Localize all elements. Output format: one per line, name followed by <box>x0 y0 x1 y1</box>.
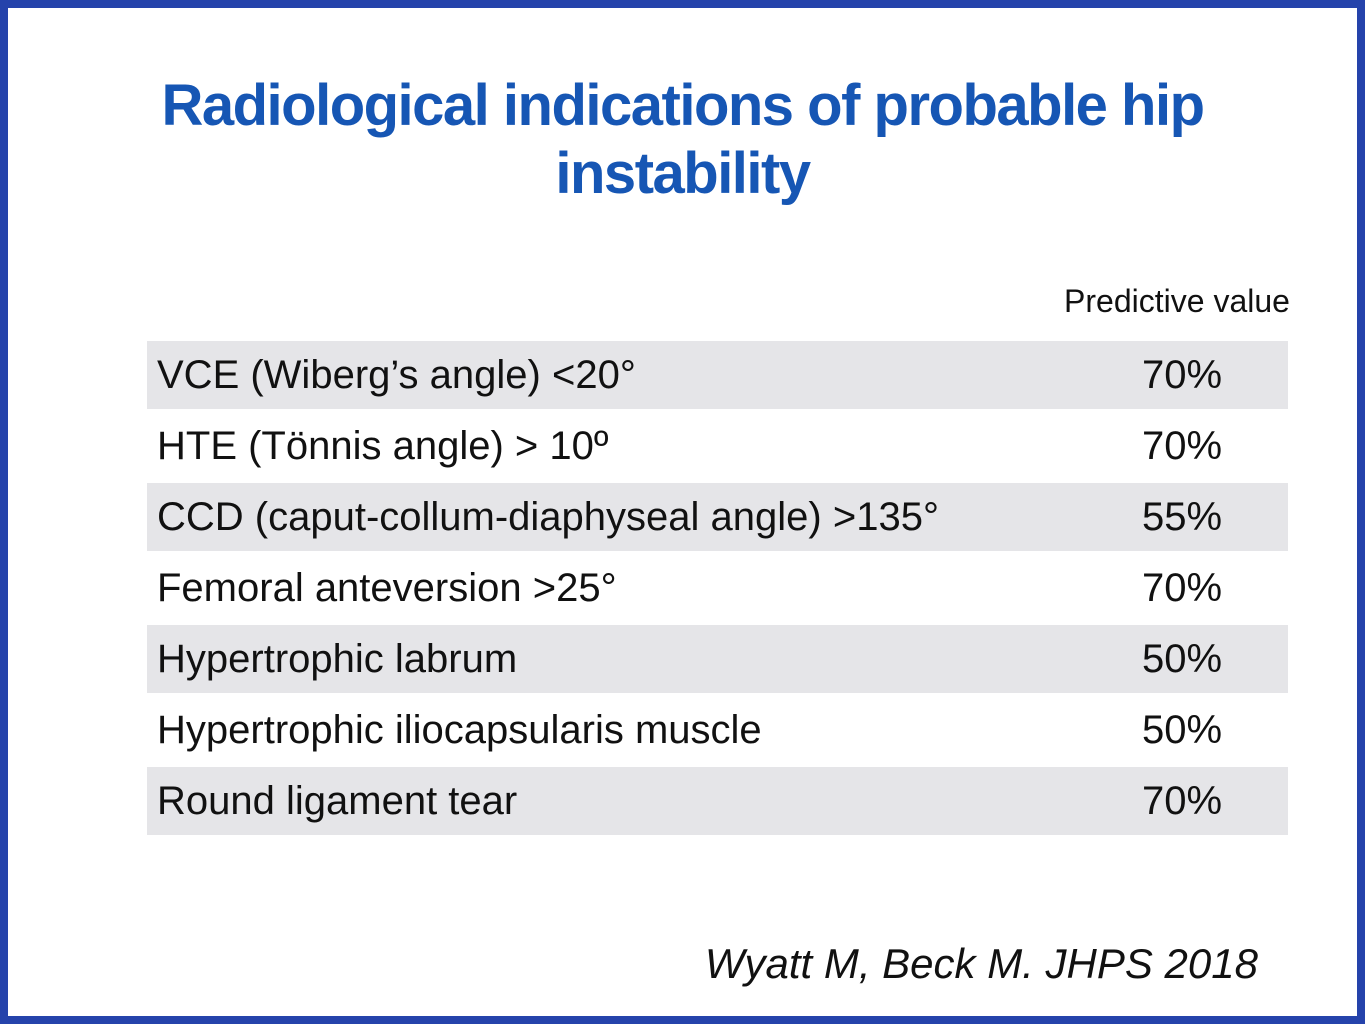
row-label: Round ligament tear <box>157 779 518 823</box>
row-value: 70% <box>1142 779 1223 823</box>
row-value: 50% <box>1142 637 1223 681</box>
slide-title-line-1: Radiological indications of probable hip <box>161 73 1205 138</box>
table-row: Femoral anteversion >25° 70% <box>147 554 1288 622</box>
row-label: Hypertrophic labrum <box>157 637 518 681</box>
row-label: HTE (Tönnis angle) > 10º <box>157 424 609 468</box>
row-value: 70% <box>1142 566 1223 610</box>
citation-text: Wyatt M, Beck M. JHPS 2018 <box>704 940 1258 987</box>
row-value: 55% <box>1142 495 1223 539</box>
table-row: CCD (caput-collum-diaphyseal angle) >135… <box>147 483 1288 551</box>
row-value: 70% <box>1142 424 1223 468</box>
row-value: 70% <box>1142 353 1223 397</box>
table-row: Hypertrophic labrum 50% <box>147 625 1288 693</box>
row-value: 50% <box>1142 708 1223 752</box>
row-label: VCE (Wiberg’s angle) <20° <box>157 353 636 397</box>
row-label: Femoral anteversion >25° <box>157 566 617 610</box>
table-row: Hypertrophic iliocapsularis muscle 50% <box>147 696 1288 764</box>
row-label: CCD (caput-collum-diaphyseal angle) >135… <box>157 495 939 539</box>
table-row: Round ligament tear 70% <box>147 767 1288 835</box>
indications-table: VCE (Wiberg’s angle) <20° 70% HTE (Tönni… <box>147 341 1288 838</box>
row-label: Hypertrophic iliocapsularis muscle <box>157 708 762 752</box>
slide-title: Radiological indications of probable hip… <box>0 72 1365 208</box>
table-row: HTE (Tönnis angle) > 10º 70% <box>147 412 1288 480</box>
predictive-value-column-header: Predictive value <box>1064 283 1290 319</box>
slide-title-line-2: instability <box>555 141 811 206</box>
table-row: VCE (Wiberg’s angle) <20° 70% <box>147 341 1288 409</box>
